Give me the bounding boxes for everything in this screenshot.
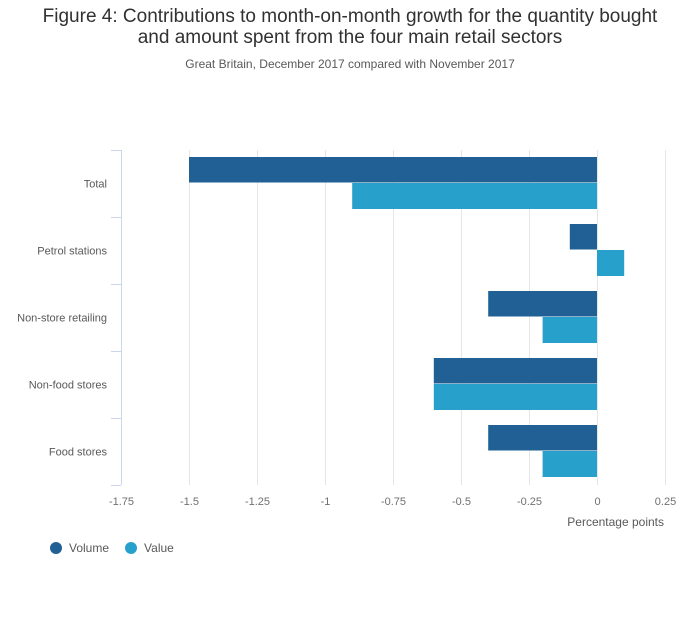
- x-tick-label: -0.75: [381, 496, 406, 508]
- bar-value: [433, 384, 597, 410]
- legend-marker-volume: [50, 542, 62, 554]
- x-tick-label: 0: [594, 496, 600, 508]
- bar-volume: [189, 157, 597, 183]
- y-tick-label: Food stores: [49, 447, 108, 459]
- x-tick-label: 0.25: [655, 496, 676, 508]
- x-axis-label: Percentage points: [567, 515, 664, 529]
- x-tick-label: -1.75: [109, 496, 134, 508]
- bar-volume: [488, 291, 597, 317]
- x-tick-label: -1.5: [180, 496, 199, 508]
- chart-subtitle: Great Britain, December 2017 compared wi…: [185, 57, 515, 71]
- bars: [189, 157, 625, 477]
- x-tick-label: -1.25: [245, 496, 270, 508]
- bar-value: [597, 250, 625, 276]
- legend-item-value[interactable]: Value: [125, 541, 174, 555]
- bar-value: [352, 183, 597, 209]
- legend-item-volume[interactable]: Volume: [50, 541, 109, 555]
- bar-value: [542, 317, 597, 343]
- chart-title: Figure 4: Contributions to month-on-mont…: [0, 6, 700, 48]
- y-tick-label: Petrol stations: [37, 246, 107, 258]
- x-axis: -1.75 -1.5 -1.25 -1 -0.75 -0.5 -0.25 0 0.25: [109, 496, 676, 508]
- bar-value: [542, 451, 597, 477]
- y-tick-label: Non-food stores: [29, 380, 108, 392]
- x-tick-label: -0.25: [517, 496, 542, 508]
- bar-volume: [569, 224, 597, 250]
- legend-label-value: Value: [144, 541, 174, 555]
- y-axis: Total Petrol stations Non-store retailing N…: [17, 150, 122, 486]
- bar-volume: [488, 425, 597, 451]
- chart-title-line-1: Figure 4: Contributions to month-on-mont…: [42, 6, 658, 27]
- y-tick-label: Non-store retailing: [17, 313, 107, 325]
- y-tick-label: Total: [84, 179, 107, 191]
- legend-label-volume: Volume: [69, 541, 110, 555]
- bar-volume: [433, 358, 597, 384]
- legend: Volume Value: [50, 541, 190, 555]
- x-tick-label: -1: [321, 496, 331, 508]
- legend-marker-value: [125, 542, 138, 554]
- chart-title-line-2: and amount spent from the four main reta…: [137, 27, 563, 48]
- x-tick-label: -0.5: [452, 496, 471, 508]
